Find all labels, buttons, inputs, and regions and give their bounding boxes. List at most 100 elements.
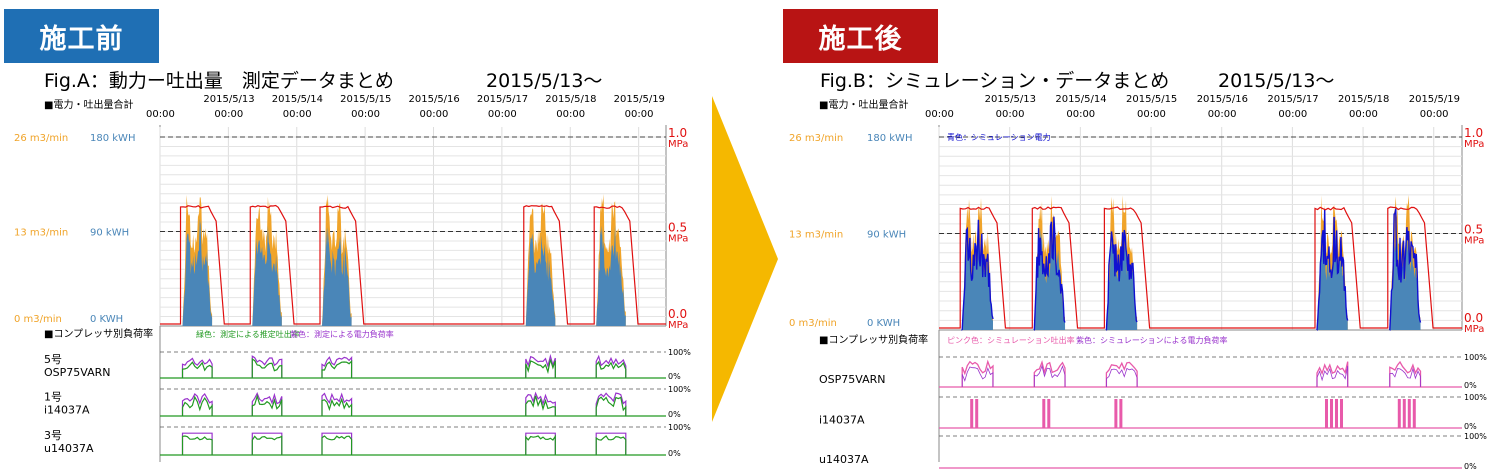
date-tick-label: 2015/5/17 [1267, 94, 1318, 105]
sim-flow-line [1389, 360, 1422, 388]
pressure-axis-value: 1.0 [668, 126, 687, 140]
date-tick-label: 2015/5/14 [272, 94, 323, 105]
power-axis-label: 180 kWH [90, 133, 135, 144]
time-tick-label: 00:00 [925, 109, 954, 120]
compressor-model: u14037A [44, 442, 94, 455]
pressure-axis-value: 1.0 [1464, 126, 1483, 140]
fig-a-title: Fig.A：動力ー吐出量 測定データまとめ [44, 70, 394, 92]
flow-rate-line [525, 395, 556, 417]
flow-axis-label: 13 m3/min [789, 230, 843, 241]
panel-after-chart: ■電力・吐出量合計 2015/5/13 2015/5/14 2015/5/15 2015… [789, 94, 1487, 471]
pct-top-label: 100% [1464, 432, 1487, 441]
date-tick-label: 2015/5/15 [340, 94, 391, 105]
flow-rate-line [181, 435, 213, 456]
fig-b-date: 2015/5/13〜 [1218, 70, 1335, 92]
compressor-number: 3号 [44, 429, 62, 442]
flow-rate-line [595, 435, 627, 456]
power-load-line [595, 392, 627, 417]
fig-b-title: Fig.B：シミュレーション・データまとめ [820, 70, 1170, 92]
compressor-model: OSP75VARN [44, 366, 111, 379]
section-label: ■電力・吐出量合計 [819, 98, 908, 111]
comp-header: ■コンプレッサ別負荷率 [44, 327, 153, 340]
pct-top-label: 100% [1464, 353, 1487, 362]
power-load-line [595, 432, 627, 456]
load-spike [1047, 399, 1051, 428]
compressor-number: 1号 [44, 391, 62, 404]
date-tick-label: 2015/5/18 [545, 94, 596, 105]
compressor-model: i14037A [44, 404, 90, 417]
pressure-axis-value: 0.0 [1464, 311, 1483, 325]
sim-power-line [1389, 367, 1421, 388]
sim-flow-line [1316, 361, 1349, 388]
comp-header: ■コンプレッサ別負荷率 [819, 333, 928, 346]
time-tick-label: 00:00 [488, 109, 517, 120]
power-area-block [1389, 226, 1421, 330]
time-tick-label: 00:00 [996, 109, 1025, 120]
compressor-number: 5号 [44, 353, 62, 366]
pct-top-label: 100% [668, 348, 691, 357]
load-spike [1339, 399, 1343, 428]
power-load-line [321, 392, 353, 417]
legend-a: 緑色：測定による推定吐出率 [196, 329, 300, 339]
compressor-model: u14037A [819, 453, 869, 466]
pressure-line [939, 206, 1462, 329]
simulation-power-line [1105, 229, 1138, 331]
simulation-power-note: 青色：シミュレーション電力 [947, 132, 1051, 142]
date-tick-label: 2015/5/19 [1409, 94, 1460, 105]
flow-rate-line [251, 435, 283, 456]
power-area-block [252, 225, 282, 326]
pct-bottom-label: 0% [668, 449, 681, 458]
date-tick-label: 2015/5/14 [1055, 94, 1106, 105]
power-load-line [251, 391, 283, 417]
flow-rate-line [321, 435, 353, 456]
legend-a: ピンク色：シミュレーション吐出率 [947, 335, 1075, 345]
time-tick-label: 00:00 [420, 109, 449, 120]
flow-axis-label: 0 m3/min [14, 314, 62, 325]
load-spike [1397, 399, 1401, 428]
power-load-line [181, 393, 213, 417]
date-tick-label: 2015/5/13 [203, 94, 254, 105]
pressure-unit-label: MPa [668, 139, 688, 150]
load-spike [1334, 399, 1338, 428]
load-spike [1042, 399, 1046, 428]
pressure-unit-label: MPa [1464, 236, 1484, 247]
date-tick-label: 2015/5/18 [1338, 94, 1389, 105]
time-tick-label: 00:00 [625, 109, 654, 120]
fig-a-date: 2015/5/13〜 [486, 70, 603, 92]
flow-rate-line [321, 397, 353, 417]
time-tick-label: 00:00 [1278, 109, 1307, 120]
load-spike [1114, 399, 1118, 428]
simulation-power-line [1033, 216, 1066, 331]
power-load-line [321, 356, 353, 379]
flow-axis-label: 26 m3/min [789, 133, 843, 144]
legend-b: 紫色：シミュレーションによる電力負荷率 [1076, 335, 1227, 345]
pct-top-label: 100% [668, 385, 691, 394]
flow-rate-line [181, 361, 213, 379]
flow-rate-line [525, 359, 556, 379]
flow-rate-line [525, 434, 556, 456]
before-badge: 施工前 [4, 9, 159, 63]
sim-flow-line [961, 359, 994, 388]
load-spike [1119, 399, 1123, 428]
power-axis-label: 180 kWH [867, 133, 912, 144]
pct-bottom-label: 0% [668, 372, 681, 381]
after-badge: 施工後 [783, 9, 938, 63]
date-tick-label: 2015/5/17 [477, 94, 528, 105]
sim-flow-line [1033, 360, 1066, 388]
pct-top-label: 100% [668, 423, 691, 432]
pressure-axis-value: 0.5 [1464, 223, 1483, 237]
flow-axis-label: 0 m3/min [789, 318, 837, 329]
sim-power-line [961, 366, 994, 388]
flow-rate-line [181, 395, 213, 417]
power-axis-label: 0 KWH [867, 318, 900, 329]
load-spike [1329, 399, 1333, 428]
flow-rate-line [595, 360, 627, 379]
time-tick-label: 00:00 [556, 109, 585, 120]
pct-bottom-label: 0% [1464, 381, 1477, 390]
date-tick-label: 2015/5/16 [409, 94, 460, 105]
time-tick-label: 00:00 [146, 109, 175, 120]
power-load-line [525, 353, 556, 379]
flow-axis-label: 13 m3/min [14, 228, 68, 239]
time-tick-label: 00:00 [214, 109, 243, 120]
power-axis-label: 90 kWH [90, 228, 129, 239]
